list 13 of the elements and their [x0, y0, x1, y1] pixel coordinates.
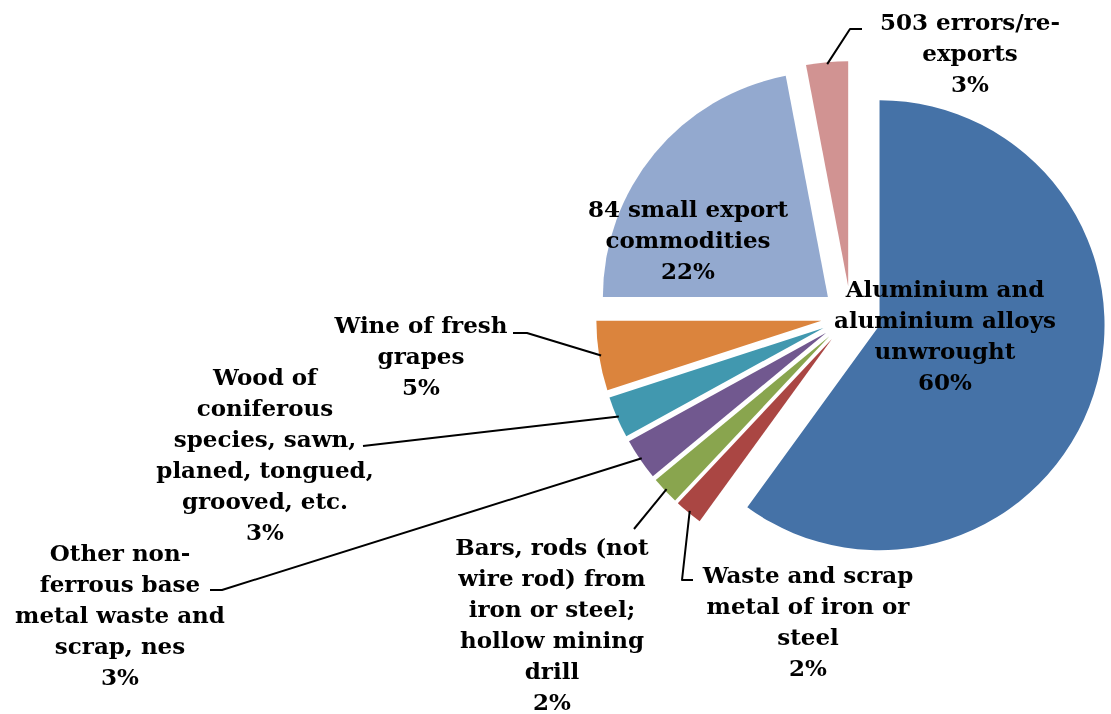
data-label: 2% [789, 654, 828, 681]
data-label: 60% [918, 368, 973, 395]
data-label: 3% [246, 518, 285, 545]
slice-label: 84 small export commodities [587, 195, 789, 253]
slice-label: Bars, rods (not wire rod) from iron or steel; hollow mining drill [455, 533, 650, 684]
data-label: 3% [101, 663, 140, 690]
slice-label: Waste and scrap metal of iron or steel [701, 561, 914, 650]
data-label: 22% [661, 257, 716, 284]
data-label: 2% [533, 688, 572, 714]
data-label: 5% [402, 373, 441, 400]
slice-label: Other non-ferrous base metal waste and scrap, nes [15, 539, 225, 659]
data-label: 3% [951, 70, 990, 97]
slice-label: 503 errors/re-exports [880, 8, 1060, 66]
